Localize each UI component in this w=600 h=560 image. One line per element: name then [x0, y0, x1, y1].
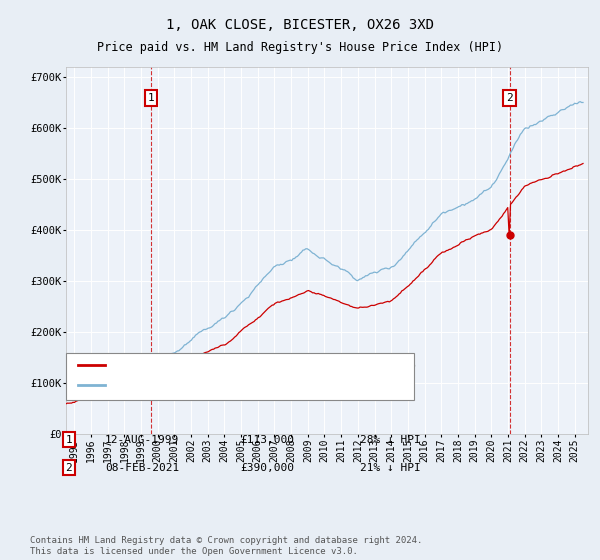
Text: 1, OAK CLOSE, BICESTER, OX26 3XD (detached house): 1, OAK CLOSE, BICESTER, OX26 3XD (detach…: [111, 360, 417, 370]
Text: 1, OAK CLOSE, BICESTER, OX26 3XD: 1, OAK CLOSE, BICESTER, OX26 3XD: [166, 18, 434, 32]
Text: Price paid vs. HM Land Registry's House Price Index (HPI): Price paid vs. HM Land Registry's House …: [97, 41, 503, 54]
Text: 1: 1: [148, 93, 154, 103]
Text: 2: 2: [65, 463, 73, 473]
Text: 21% ↓ HPI: 21% ↓ HPI: [360, 463, 421, 473]
Text: 12-AUG-1999: 12-AUG-1999: [105, 435, 179, 445]
Text: 08-FEB-2021: 08-FEB-2021: [105, 463, 179, 473]
Text: £390,000: £390,000: [240, 463, 294, 473]
Text: 1: 1: [65, 435, 73, 445]
Text: 28% ↓ HPI: 28% ↓ HPI: [360, 435, 421, 445]
Text: HPI: Average price, detached house, Cherwell: HPI: Average price, detached house, Cher…: [111, 380, 386, 390]
Text: £113,000: £113,000: [240, 435, 294, 445]
Text: Contains HM Land Registry data © Crown copyright and database right 2024.
This d: Contains HM Land Registry data © Crown c…: [30, 536, 422, 556]
Text: 2: 2: [506, 93, 513, 103]
